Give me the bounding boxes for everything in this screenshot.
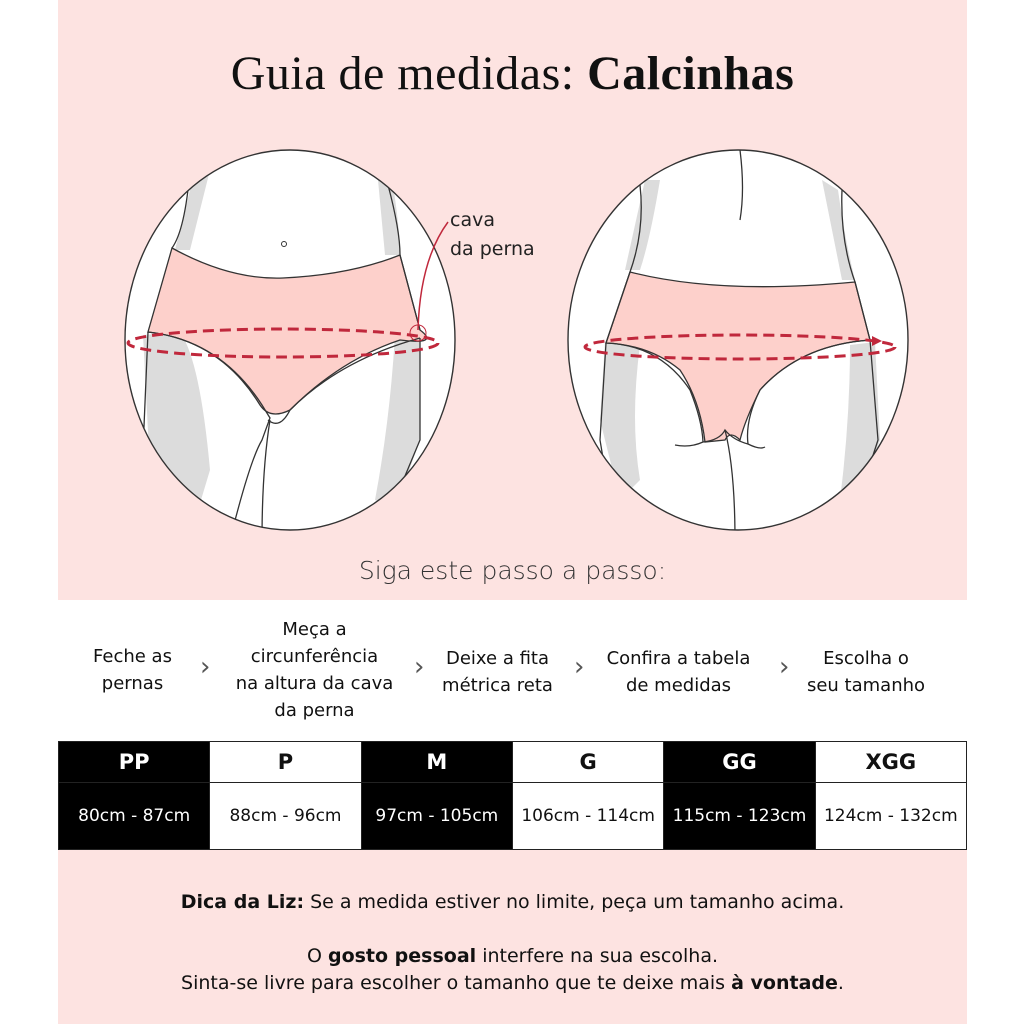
range-g: 106cm - 114cm (511, 782, 665, 850)
size-g: G (511, 741, 665, 783)
tip-2: O gosto pessoal interfere na sua escolha… (306, 945, 719, 967)
step-4: Confira a tabela de medidas (606, 648, 751, 696)
front-view-illustration (124, 149, 456, 531)
chevron-right-icon: › (779, 652, 790, 682)
chevron-right-icon: › (414, 652, 425, 682)
range-gg: 115cm - 123cm (663, 782, 816, 850)
leg-opening-label: cava da perna (450, 209, 535, 260)
range-p: 88cm - 96cm (209, 782, 362, 850)
size-m: M (360, 741, 513, 783)
tip-1: Dica da Liz: Se a medida estiver no limi… (180, 891, 845, 913)
step-1: Feche as pernas (93, 646, 172, 694)
chevron-right-icon: › (200, 652, 211, 682)
step-5: Escolha o seu tamanho (806, 648, 926, 696)
tip-3: Sinta-se livre para escolher o tamanho q… (181, 972, 844, 994)
size-pp: PP (57, 741, 211, 783)
range-m: 97cm - 105cm (360, 782, 513, 850)
steps-heading: Siga este passo a passo: (358, 556, 667, 585)
range-xgg: 124cm - 132cm (814, 782, 968, 850)
size-xgg: XGG (814, 741, 968, 783)
size-header-row: PP P M G GG XGG (57, 741, 968, 783)
step-2: Meça a circunferência na altura da cava da … (235, 619, 394, 721)
size-gg: GG (663, 741, 816, 783)
range-pp: 80cm - 87cm (57, 782, 211, 850)
chevron-right-icon: › (574, 652, 585, 682)
size-range-row: 80cm - 87cm 88cm - 96cm 97cm - 105cm 106… (57, 782, 968, 850)
bottom-panel (58, 850, 967, 1024)
step-3: Deixe a fita métrica reta (442, 648, 553, 696)
size-table: PP P M G GG XGG 80cm - 87cm 88cm - 96cm … (57, 741, 968, 850)
size-p: P (209, 741, 362, 783)
page-title: Guia de medidas: Calcinhas (230, 47, 795, 100)
back-view-illustration (567, 149, 909, 531)
